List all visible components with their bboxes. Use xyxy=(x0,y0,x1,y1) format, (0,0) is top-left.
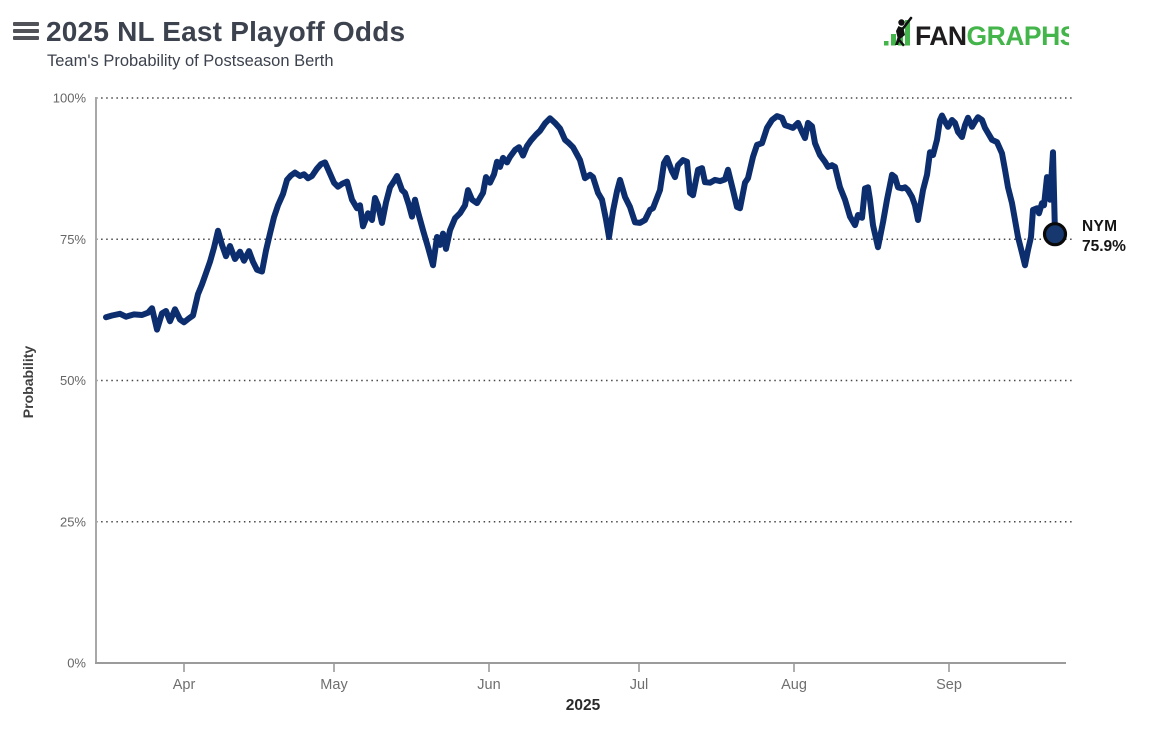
chart-subtitle: Team's Probability of Postseason Berth xyxy=(47,52,334,70)
x-tick-label-Apr: Apr xyxy=(173,677,196,693)
svg-text:FANGRAPHS: FANGRAPHS xyxy=(915,21,1069,51)
y-tick-label-50%: 50% xyxy=(60,373,86,388)
x-tick-label-Jun: Jun xyxy=(477,677,500,693)
team-odds-value: 75.9% xyxy=(1082,238,1126,256)
logo-text-graphs: GRAPHS xyxy=(967,21,1070,51)
y-tick-label-75%: 75% xyxy=(60,232,86,247)
y-tick-label-100%: 100% xyxy=(53,91,87,106)
menu-hamburger-icon[interactable] xyxy=(13,22,39,41)
chart-title: 2025 NL East Playoff Odds xyxy=(46,16,406,47)
x-axis-title: 2025 xyxy=(565,697,601,714)
series-lines xyxy=(103,112,1068,333)
x-tick-label-Jul: Jul xyxy=(630,677,649,693)
x-tick-label-May: May xyxy=(320,677,348,693)
logo-text-fan: FAN xyxy=(915,21,967,51)
x-tick-label-Aug: Aug xyxy=(781,677,807,693)
y-axis-title: Probability xyxy=(20,345,36,419)
axes: 100% 75% 50% 25% 0% Apr May Jun Jul Aug Sep xyxy=(53,91,1066,693)
y-tick-label-0%: 0% xyxy=(67,656,86,671)
team-code-label: NYM xyxy=(1082,218,1118,235)
fangraphs-logo-mark xyxy=(884,16,913,47)
gridlines xyxy=(96,97,1072,523)
series-end-label: NYM 75.9% xyxy=(1082,217,1126,257)
fangraphs-logo[interactable]: FANGRAPHS xyxy=(884,15,1069,51)
nym-odds-line xyxy=(103,112,1058,333)
y-tick-label-25%: 25% xyxy=(60,514,86,529)
nym-endpoint-marker xyxy=(1042,222,1068,247)
x-tick-label-Sep: Sep xyxy=(936,677,962,693)
